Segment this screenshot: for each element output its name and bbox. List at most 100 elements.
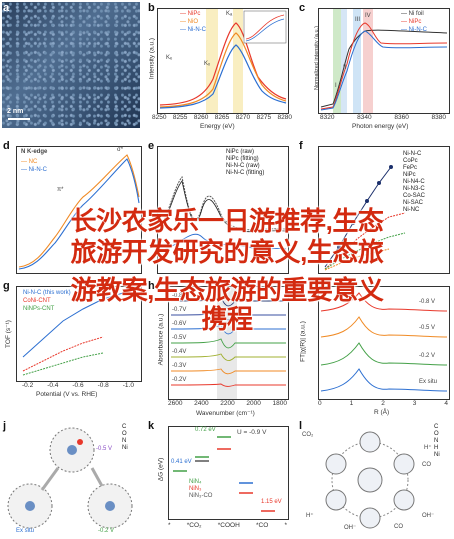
c-legend-nipc: — NiPc xyxy=(401,19,422,25)
j-state-02: -0.2 V xyxy=(98,528,115,534)
f-legend-item: Ni-NC xyxy=(403,207,420,213)
j-atom-legend: C O N Ni xyxy=(122,424,128,452)
i-curve-label: -0.2 V xyxy=(419,353,436,359)
scale-bar xyxy=(8,118,30,120)
c-xlabel: Photon energy (eV) xyxy=(352,123,409,130)
b-legend-ninc: — Ni-N-C xyxy=(180,27,206,33)
f-legend-item: Co-SAC xyxy=(403,193,426,199)
panel-f-svg xyxy=(324,165,406,271)
l-node xyxy=(359,431,381,453)
e-curve-2 xyxy=(159,180,287,233)
g-legend-3: NiNPs-CNT xyxy=(23,306,55,312)
j-state-05: -0.5 V xyxy=(96,446,113,452)
atom-legend-item: C xyxy=(122,424,127,430)
d-curve-nc xyxy=(18,154,140,268)
f-series-3 xyxy=(324,232,406,270)
panel-i-label: i xyxy=(299,280,303,292)
l-node xyxy=(393,453,415,475)
panel-j-diagram: Ex situ -0.5 V -0.2 V C O N Ni xyxy=(2,424,142,534)
g-series-1 xyxy=(22,292,124,358)
e-legend-1: NiPc (raw) xyxy=(226,149,254,155)
k-title: U = -0.9 V xyxy=(237,429,267,436)
i-curve-label: -0.5 V xyxy=(419,325,436,331)
h-ticks: 2600 2400 2200 2000 1800 xyxy=(168,400,287,407)
h-trace xyxy=(170,296,286,307)
b-legend-nipc: — NiPc xyxy=(180,11,201,17)
shaded-band-1 xyxy=(206,9,218,113)
panel-e-svg xyxy=(159,175,287,252)
g-xlabel: Potential (V vs. RHE) xyxy=(36,391,98,398)
c-curve-ninc xyxy=(320,30,448,111)
h-potential: -0.4V xyxy=(172,349,187,355)
i-curve xyxy=(320,342,448,366)
f-legend-item: Ni-N4-C xyxy=(403,179,425,185)
ni-atom xyxy=(25,501,35,511)
h-potential: -0.6V xyxy=(172,321,187,327)
l-cycle-ring xyxy=(331,441,409,519)
h-potential: -0.5V xyxy=(172,335,187,341)
c-ylabel: Normalized intensity (a.u.) xyxy=(314,26,320,90)
l-species: CO xyxy=(394,524,403,530)
h-potential-labels: -0.8V -0.7V -0.6V -0.5V -0.4V -0.3V -0.2… xyxy=(172,293,186,391)
f-series-2 xyxy=(324,212,406,270)
l-species: CO₂ xyxy=(302,432,314,438)
h-trace xyxy=(170,338,286,349)
panel-k-plot: U = -0.9 V 0.41 eV 0.72 eV 1.15 eV NiN₄ … xyxy=(168,426,289,520)
f-point xyxy=(337,245,341,249)
scale-bar-label: 2 nm xyxy=(7,108,24,115)
curve-ninc xyxy=(159,44,287,109)
g-legend-2: CoNi-CNT xyxy=(23,298,51,304)
panel-a-label: a xyxy=(3,2,10,14)
h-trace xyxy=(170,324,286,335)
e-curve-1 xyxy=(159,175,287,231)
panel-g-plot: Ni-N-C (this work) CoNi-CNT NiNPs-CNT xyxy=(16,286,142,382)
panel-d-svg xyxy=(18,154,140,270)
i-curve xyxy=(320,368,448,392)
panel-k-label: k xyxy=(148,420,155,432)
e-legend-2: NiPc (fitting) xyxy=(226,156,259,162)
d-sigma: σ* xyxy=(117,147,124,153)
e-legend-3: Ni-N-C (raw) xyxy=(226,163,260,169)
l-atom-legend: C O N H Ni xyxy=(434,424,440,459)
c-curve-nipc xyxy=(320,22,448,110)
c-legend-ninc: — Ni-N-C xyxy=(401,27,427,33)
k-value-1: 0.41 eV xyxy=(171,459,192,465)
atom-legend-item: C xyxy=(434,424,439,430)
f-series-4 xyxy=(324,248,390,271)
panel-d-label: d xyxy=(3,140,10,152)
curve-nipc xyxy=(159,22,287,106)
g-legend-1: Ni-N-C (this work) xyxy=(23,290,71,296)
panel-h-label: h xyxy=(148,280,155,292)
d-curve-ninc xyxy=(18,158,140,270)
b-k-label-2: Kₓ xyxy=(204,61,210,67)
curve-nio xyxy=(159,32,287,108)
panel-f-plot: Ni-N-C CoPc FePc NiPc Ni-N4-C Ni-N3-C Co… xyxy=(318,146,450,274)
c-roman-3: III xyxy=(355,17,361,23)
c-band-3 xyxy=(353,9,361,113)
i-curve-label: -0.8 V xyxy=(419,299,436,305)
atom-legend-item: H xyxy=(434,445,439,451)
c-band-2 xyxy=(341,9,347,113)
b-xlabel: Energy (eV) xyxy=(200,123,235,130)
inset-curve-1 xyxy=(245,14,285,40)
l-node xyxy=(325,489,347,511)
panel-i-plot: -0.8 V -0.5 V -0.2 V Ex situ xyxy=(318,286,450,400)
i-curve xyxy=(320,316,448,338)
f-legend-item: CoPc xyxy=(403,158,418,164)
shaded-band-2 xyxy=(233,9,243,113)
atom-legend-item: O xyxy=(122,431,127,437)
d-pi: π* xyxy=(57,187,64,193)
overlay-title-line-2: 旅游开发研究的意义,生态旅 xyxy=(70,237,384,267)
f-legend-item: Ni-N3-C xyxy=(403,186,425,192)
e-curve-3 xyxy=(159,233,287,252)
c-ticks: 8320 8340 8360 8380 xyxy=(320,114,446,121)
e-legend-4: Ni-N-C (fitting) xyxy=(226,170,265,176)
ni-atom xyxy=(105,501,115,511)
b-peak-label: Kₐ xyxy=(226,11,233,17)
f-series-1 xyxy=(324,166,392,268)
h-trace xyxy=(170,353,286,361)
panel-b-plot: — NiPc — NiO — Ni-N-C Kₐ Kₑ Kₓ xyxy=(157,8,289,114)
d-legend-ninc: — Ni-N-C xyxy=(21,167,47,173)
panel-h-svg xyxy=(170,287,286,399)
b-ylabel: Intensity (a.u.) xyxy=(148,37,156,80)
